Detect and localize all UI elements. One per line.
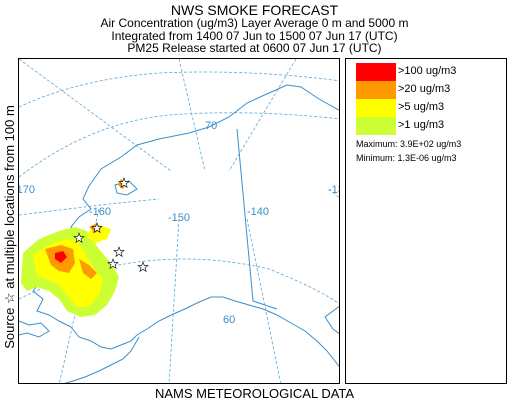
lon-label-140: -140: [247, 206, 269, 218]
lon-line-upper-mid: [178, 59, 206, 172]
legend-label-5: >5 ug/m3: [398, 101, 445, 113]
legend-label-100: >100 ug/m3: [398, 65, 457, 77]
legend-swatch-1: [356, 117, 396, 135]
arctic-coast: [88, 84, 339, 187]
source-star-3: [113, 246, 125, 258]
source-star-1: [118, 177, 130, 189]
legend-item-100: >100 ug/m3: [356, 63, 506, 81]
forecast-title: NWS SMOKE FORECAST: [170, 2, 339, 18]
lon-label-130: -130: [328, 184, 340, 196]
lon-line-130: [328, 188, 339, 198]
plume-zone-20ug-b: [79, 259, 97, 279]
integration-subtitle: Integrated from 1400 07 Jun to 1500 07 J…: [111, 29, 398, 43]
source-star-6: [73, 232, 85, 244]
lat-line-70: [19, 112, 339, 178]
st-lawrence-island: [19, 320, 50, 338]
meteorological-data-footer: NAMS METEOROLOGICAL DATA: [154, 386, 355, 401]
legend-label-1: >1 ug/m3: [398, 119, 445, 131]
source-star-4: [137, 261, 149, 273]
source-side-label: Source ☆ at multiple locations from 100 …: [2, 105, 17, 349]
legend-item-20: >20 ug/m3: [356, 81, 506, 99]
source-stars: [73, 177, 149, 273]
lat-line-80: [19, 71, 339, 108]
lon-line-upper-left: [19, 59, 172, 172]
concentration-subtitle: Air Concentration (ug/m3) Layer Average …: [100, 16, 409, 30]
lon-label-160: -160: [89, 206, 111, 218]
legend-swatch-20: [356, 81, 396, 99]
legend-swatch-100: [356, 63, 396, 81]
legend-item-1: >1 ug/m3: [356, 117, 506, 135]
peninsula-coast: [64, 336, 140, 383]
lon-line-170: [19, 198, 160, 216]
lon-label-150: -150: [168, 212, 190, 224]
southeast-coast: [324, 305, 339, 335]
lon-line-150: [168, 218, 180, 383]
legend-minimum: Minimum: 1.3E-06 ug/m3: [356, 153, 457, 163]
legend-swatch-5: [356, 99, 396, 117]
legend-maximum: Maximum: 3.9E+02 ug/m3: [356, 139, 462, 149]
plume-zone-5ug-b: [85, 225, 111, 243]
smoke-map: -170 -160 -150 -140 -130 70 60: [18, 58, 340, 384]
release-subtitle: PM25 Release started at 0600 07 Jun 17 (…: [127, 41, 382, 55]
source-star-5: [107, 258, 119, 270]
gulf-coast: [136, 296, 339, 368]
plume-zone-100ug: [55, 251, 67, 263]
legend-item-5: >5 ug/m3: [356, 99, 506, 117]
legend-label-20: >20 ug/m3: [398, 83, 451, 95]
map-canvas: -170 -160 -150 -140 -130 70 60: [19, 59, 340, 383]
west-coast: [32, 185, 138, 350]
lon-label-170: -170: [19, 184, 35, 196]
lat-label-70: 70: [205, 120, 217, 132]
smoke-plume: [21, 179, 127, 317]
lon-line-upper-right: [228, 59, 297, 172]
canada-border: [236, 128, 278, 310]
source-star-2: [91, 222, 103, 234]
concentration-legend: >100 ug/m3 >20 ug/m3 >5 ug/m3 >1 ug/m3 M…: [345, 58, 507, 384]
lat-label-60: 60: [223, 314, 235, 326]
lon-line-140: [246, 218, 281, 383]
